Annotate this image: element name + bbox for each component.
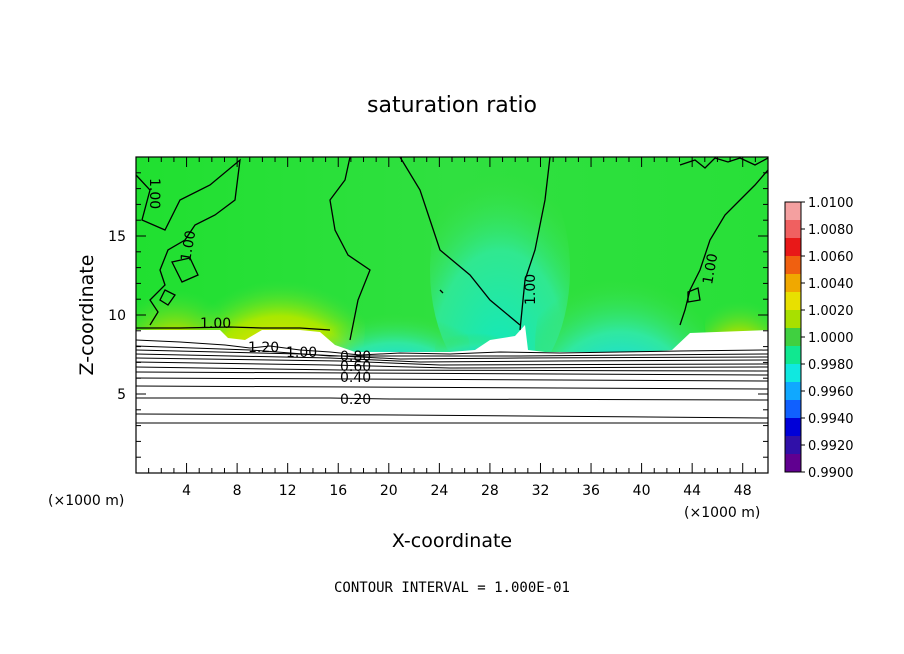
plot-area: 1.00 1.00 1.00 1.00 1.00 1.20 1.00 0.80 …: [136, 157, 768, 473]
contour-label: 1.00: [178, 229, 199, 262]
x-tick-label: 36: [582, 483, 600, 499]
contour-label: 1.00: [700, 252, 721, 285]
x-tick-label: 32: [532, 483, 550, 499]
x-axis: 4 8 12 16 20 24 28 32 36 40 44 48: [135, 157, 769, 499]
contour-label: 0.40: [340, 370, 371, 386]
x-unit-label: (×1000 m): [48, 493, 124, 509]
contour-label: 0.60: [340, 359, 371, 375]
x-tick-label: 24: [430, 483, 448, 499]
y-axis-title: Z-coordinate: [76, 255, 98, 376]
colorbar-label: 1.0060: [808, 250, 854, 265]
contour-label: 1.00: [286, 345, 317, 361]
colorbar-label: 0.9960: [808, 385, 854, 400]
colorbar-label: 0.9900: [808, 466, 854, 481]
colorbar-swatch: [785, 274, 801, 293]
colorbar-swatch: [785, 238, 801, 257]
x-tick-label: 16: [329, 483, 347, 499]
colorbar-swatch: [785, 346, 801, 365]
colorbar-swatch: [785, 418, 801, 437]
colorbar-swatch: [785, 202, 801, 221]
x-tick-label: 40: [633, 483, 651, 499]
y-tick-label: 5: [117, 387, 126, 403]
colorbar-label: 0.9920: [808, 439, 854, 454]
contour-labels: 1.00 1.00 1.00 1.00 1.00 1.20 1.00 0.80 …: [146, 178, 721, 408]
colorbar: 1.0100 1.0080 1.0060 1.0040 1.0020 1.0000 0.99…: [784, 196, 854, 481]
contour-label: 1.00: [146, 178, 162, 209]
contour-lines-lower: [136, 339, 768, 424]
colorbar-swatch: [785, 292, 801, 311]
colorbar-label: 1.0100: [808, 196, 854, 211]
colorbar-swatch: [785, 436, 801, 455]
colorbar-swatch: [785, 454, 801, 473]
colorbar-label: 1.0040: [808, 277, 854, 292]
colorbar-label: 1.0020: [808, 304, 854, 319]
chart-title: saturation ratio: [367, 93, 537, 118]
colorbar-label: 1.0080: [808, 223, 854, 238]
contour-label: 1.00: [523, 274, 539, 305]
colorbar-swatch: [785, 310, 801, 329]
colorbar-label: 0.9980: [808, 358, 854, 373]
contour-interval-note: CONTOUR INTERVAL = 1.000E-01: [334, 580, 570, 596]
x-tick-label: 28: [481, 483, 499, 499]
colorbar-swatch: [785, 220, 801, 239]
contour-label: 0.80: [340, 349, 371, 365]
colorbar-label: 1.0000: [808, 331, 854, 346]
colorbar-swatch: [785, 382, 801, 401]
x-tick-label: 4: [182, 483, 191, 499]
x-tick-label: 8: [233, 483, 242, 499]
colorbar-swatch: [785, 364, 801, 383]
y-axis: 5 10 15: [108, 156, 768, 474]
contour-label: 1.00: [200, 316, 231, 332]
colorbar-label: 0.9940: [808, 412, 854, 427]
y-tick-label: 10: [108, 308, 126, 324]
contour-lines-upper: [136, 157, 768, 341]
contour-label: 0.20: [340, 392, 371, 408]
x-tick-label: 20: [380, 483, 398, 499]
x-tick-label: 48: [734, 483, 752, 499]
y-tick-label: 15: [108, 229, 126, 245]
colorbar-swatch: [785, 400, 801, 419]
x-tick-label: 44: [683, 483, 701, 499]
colorbar-swatch: [785, 328, 801, 347]
x-unit-label-right: (×1000 m): [684, 505, 760, 521]
contour-label: 1.20: [248, 340, 279, 356]
x-axis-title: X-coordinate: [392, 530, 512, 552]
colorbar-swatch: [785, 256, 801, 275]
x-tick-label: 12: [279, 483, 297, 499]
